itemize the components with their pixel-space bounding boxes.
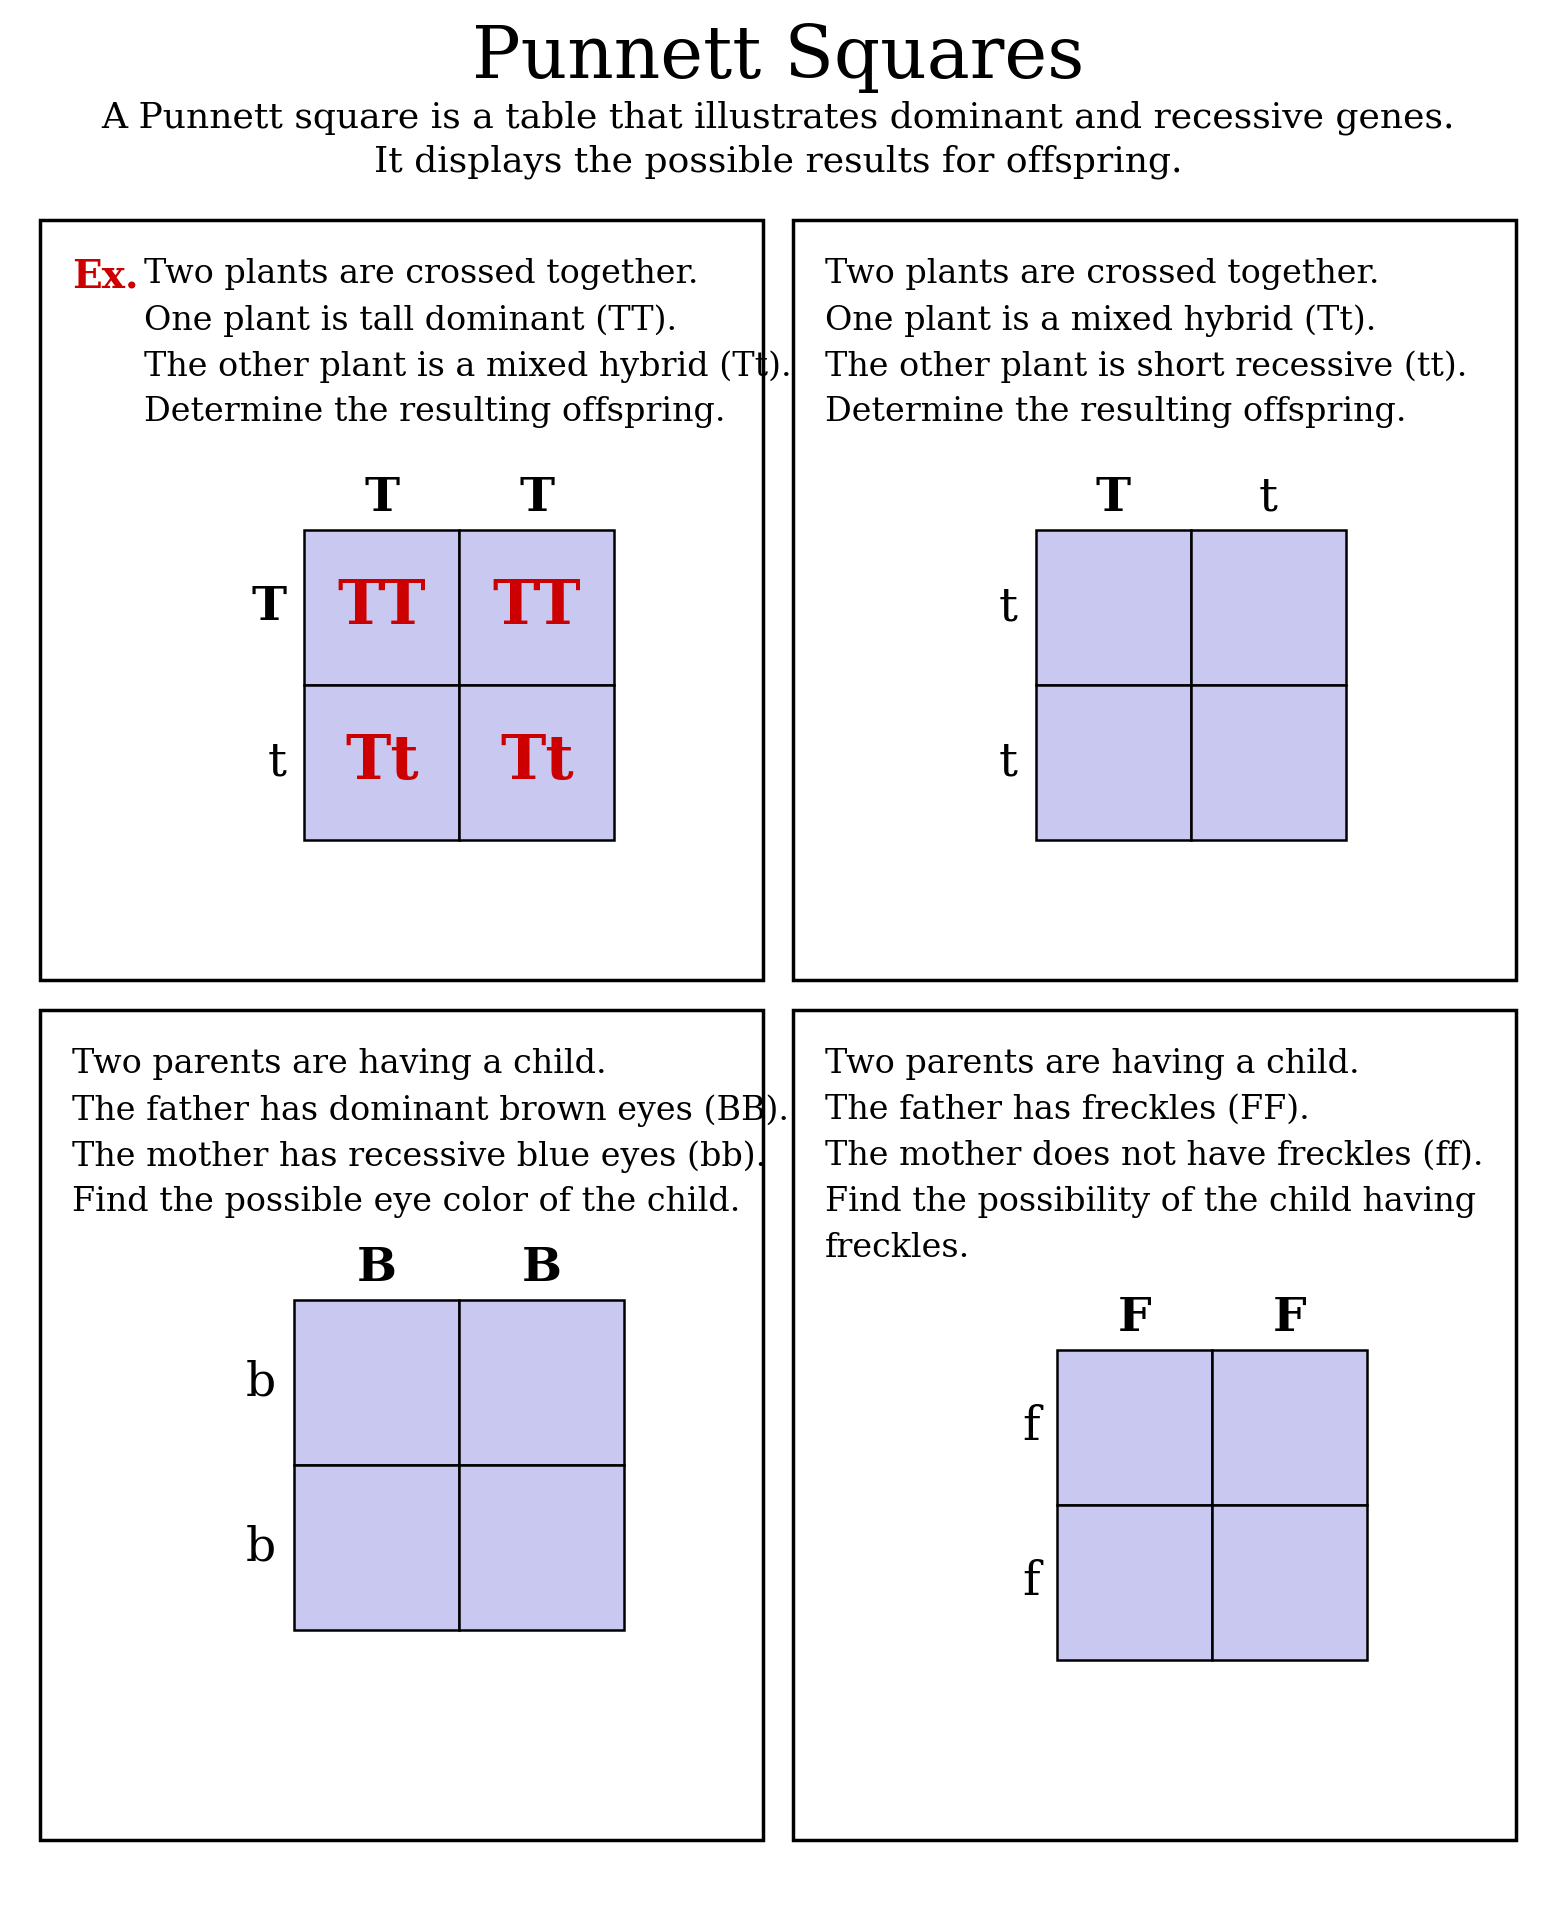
Text: It displays the possible results for offspring.: It displays the possible results for off… <box>373 144 1183 179</box>
Text: Two plants are crossed together.: Two plants are crossed together. <box>145 257 699 290</box>
Bar <box>459 1300 624 1465</box>
Text: One plant is a mixed hybrid (Tt).: One plant is a mixed hybrid (Tt). <box>825 303 1377 336</box>
Bar <box>294 1465 459 1630</box>
Bar <box>794 221 1516 979</box>
Text: T: T <box>1095 474 1131 520</box>
Text: Tt: Tt <box>499 733 574 793</box>
Text: Two plants are crossed together.: Two plants are crossed together. <box>825 257 1380 290</box>
Bar <box>305 685 459 841</box>
Text: F: F <box>1273 1294 1307 1340</box>
Text: The mother does not have freckles (ff).: The mother does not have freckles (ff). <box>825 1140 1483 1171</box>
Text: Two parents are having a child.: Two parents are having a child. <box>825 1048 1360 1079</box>
Bar <box>1212 1350 1368 1505</box>
Text: Two parents are having a child.: Two parents are having a child. <box>72 1048 607 1079</box>
Text: t: t <box>268 739 286 785</box>
Text: f: f <box>1022 1405 1039 1450</box>
Text: t: t <box>999 586 1018 630</box>
Text: F: F <box>1119 1294 1151 1340</box>
Bar <box>1058 1505 1212 1661</box>
Bar <box>1036 685 1190 841</box>
Text: Find the possible eye color of the child.: Find the possible eye color of the child… <box>72 1187 741 1217</box>
Text: T: T <box>251 584 286 630</box>
Bar <box>1058 1350 1212 1505</box>
Bar <box>459 685 615 841</box>
Text: B: B <box>521 1244 562 1290</box>
Text: TT: TT <box>338 578 426 637</box>
Bar <box>1036 530 1190 685</box>
Text: One plant is tall dominant (TT).: One plant is tall dominant (TT). <box>145 303 677 336</box>
Bar <box>459 1465 624 1630</box>
Bar <box>1190 530 1346 685</box>
Text: b: b <box>246 1359 277 1405</box>
Text: T: T <box>364 474 400 520</box>
Bar <box>794 1010 1516 1839</box>
Text: t: t <box>1259 474 1277 520</box>
Text: A Punnett square is a table that illustrates dominant and recessive genes.: A Punnett square is a table that illustr… <box>101 100 1455 134</box>
Text: t: t <box>999 739 1018 785</box>
Text: Find the possibility of the child having: Find the possibility of the child having <box>825 1187 1477 1217</box>
Bar <box>1212 1505 1368 1661</box>
Text: The mother has recessive blue eyes (bb).: The mother has recessive blue eyes (bb). <box>72 1140 766 1173</box>
Text: The other plant is a mixed hybrid (Tt).: The other plant is a mixed hybrid (Tt). <box>145 349 792 382</box>
Bar <box>459 530 615 685</box>
Text: Ex.: Ex. <box>72 257 138 296</box>
Text: The father has freckles (FF).: The father has freckles (FF). <box>825 1094 1310 1125</box>
Text: Determine the resulting offspring.: Determine the resulting offspring. <box>145 396 725 428</box>
Text: freckles.: freckles. <box>825 1233 971 1263</box>
Text: The father has dominant brown eyes (BB).: The father has dominant brown eyes (BB). <box>72 1094 789 1127</box>
Bar <box>40 1010 762 1839</box>
Text: B: B <box>356 1244 397 1290</box>
Text: Determine the resulting offspring.: Determine the resulting offspring. <box>825 396 1407 428</box>
Text: The other plant is short recessive (tt).: The other plant is short recessive (tt). <box>825 349 1467 382</box>
Text: Punnett Squares: Punnett Squares <box>471 23 1085 94</box>
Text: f: f <box>1022 1559 1039 1605</box>
Bar <box>1190 685 1346 841</box>
Text: b: b <box>246 1524 277 1571</box>
Bar <box>305 530 459 685</box>
Text: T: T <box>520 474 554 520</box>
Text: Tt: Tt <box>345 733 419 793</box>
Bar <box>294 1300 459 1465</box>
Text: TT: TT <box>493 578 580 637</box>
Bar <box>40 221 762 979</box>
